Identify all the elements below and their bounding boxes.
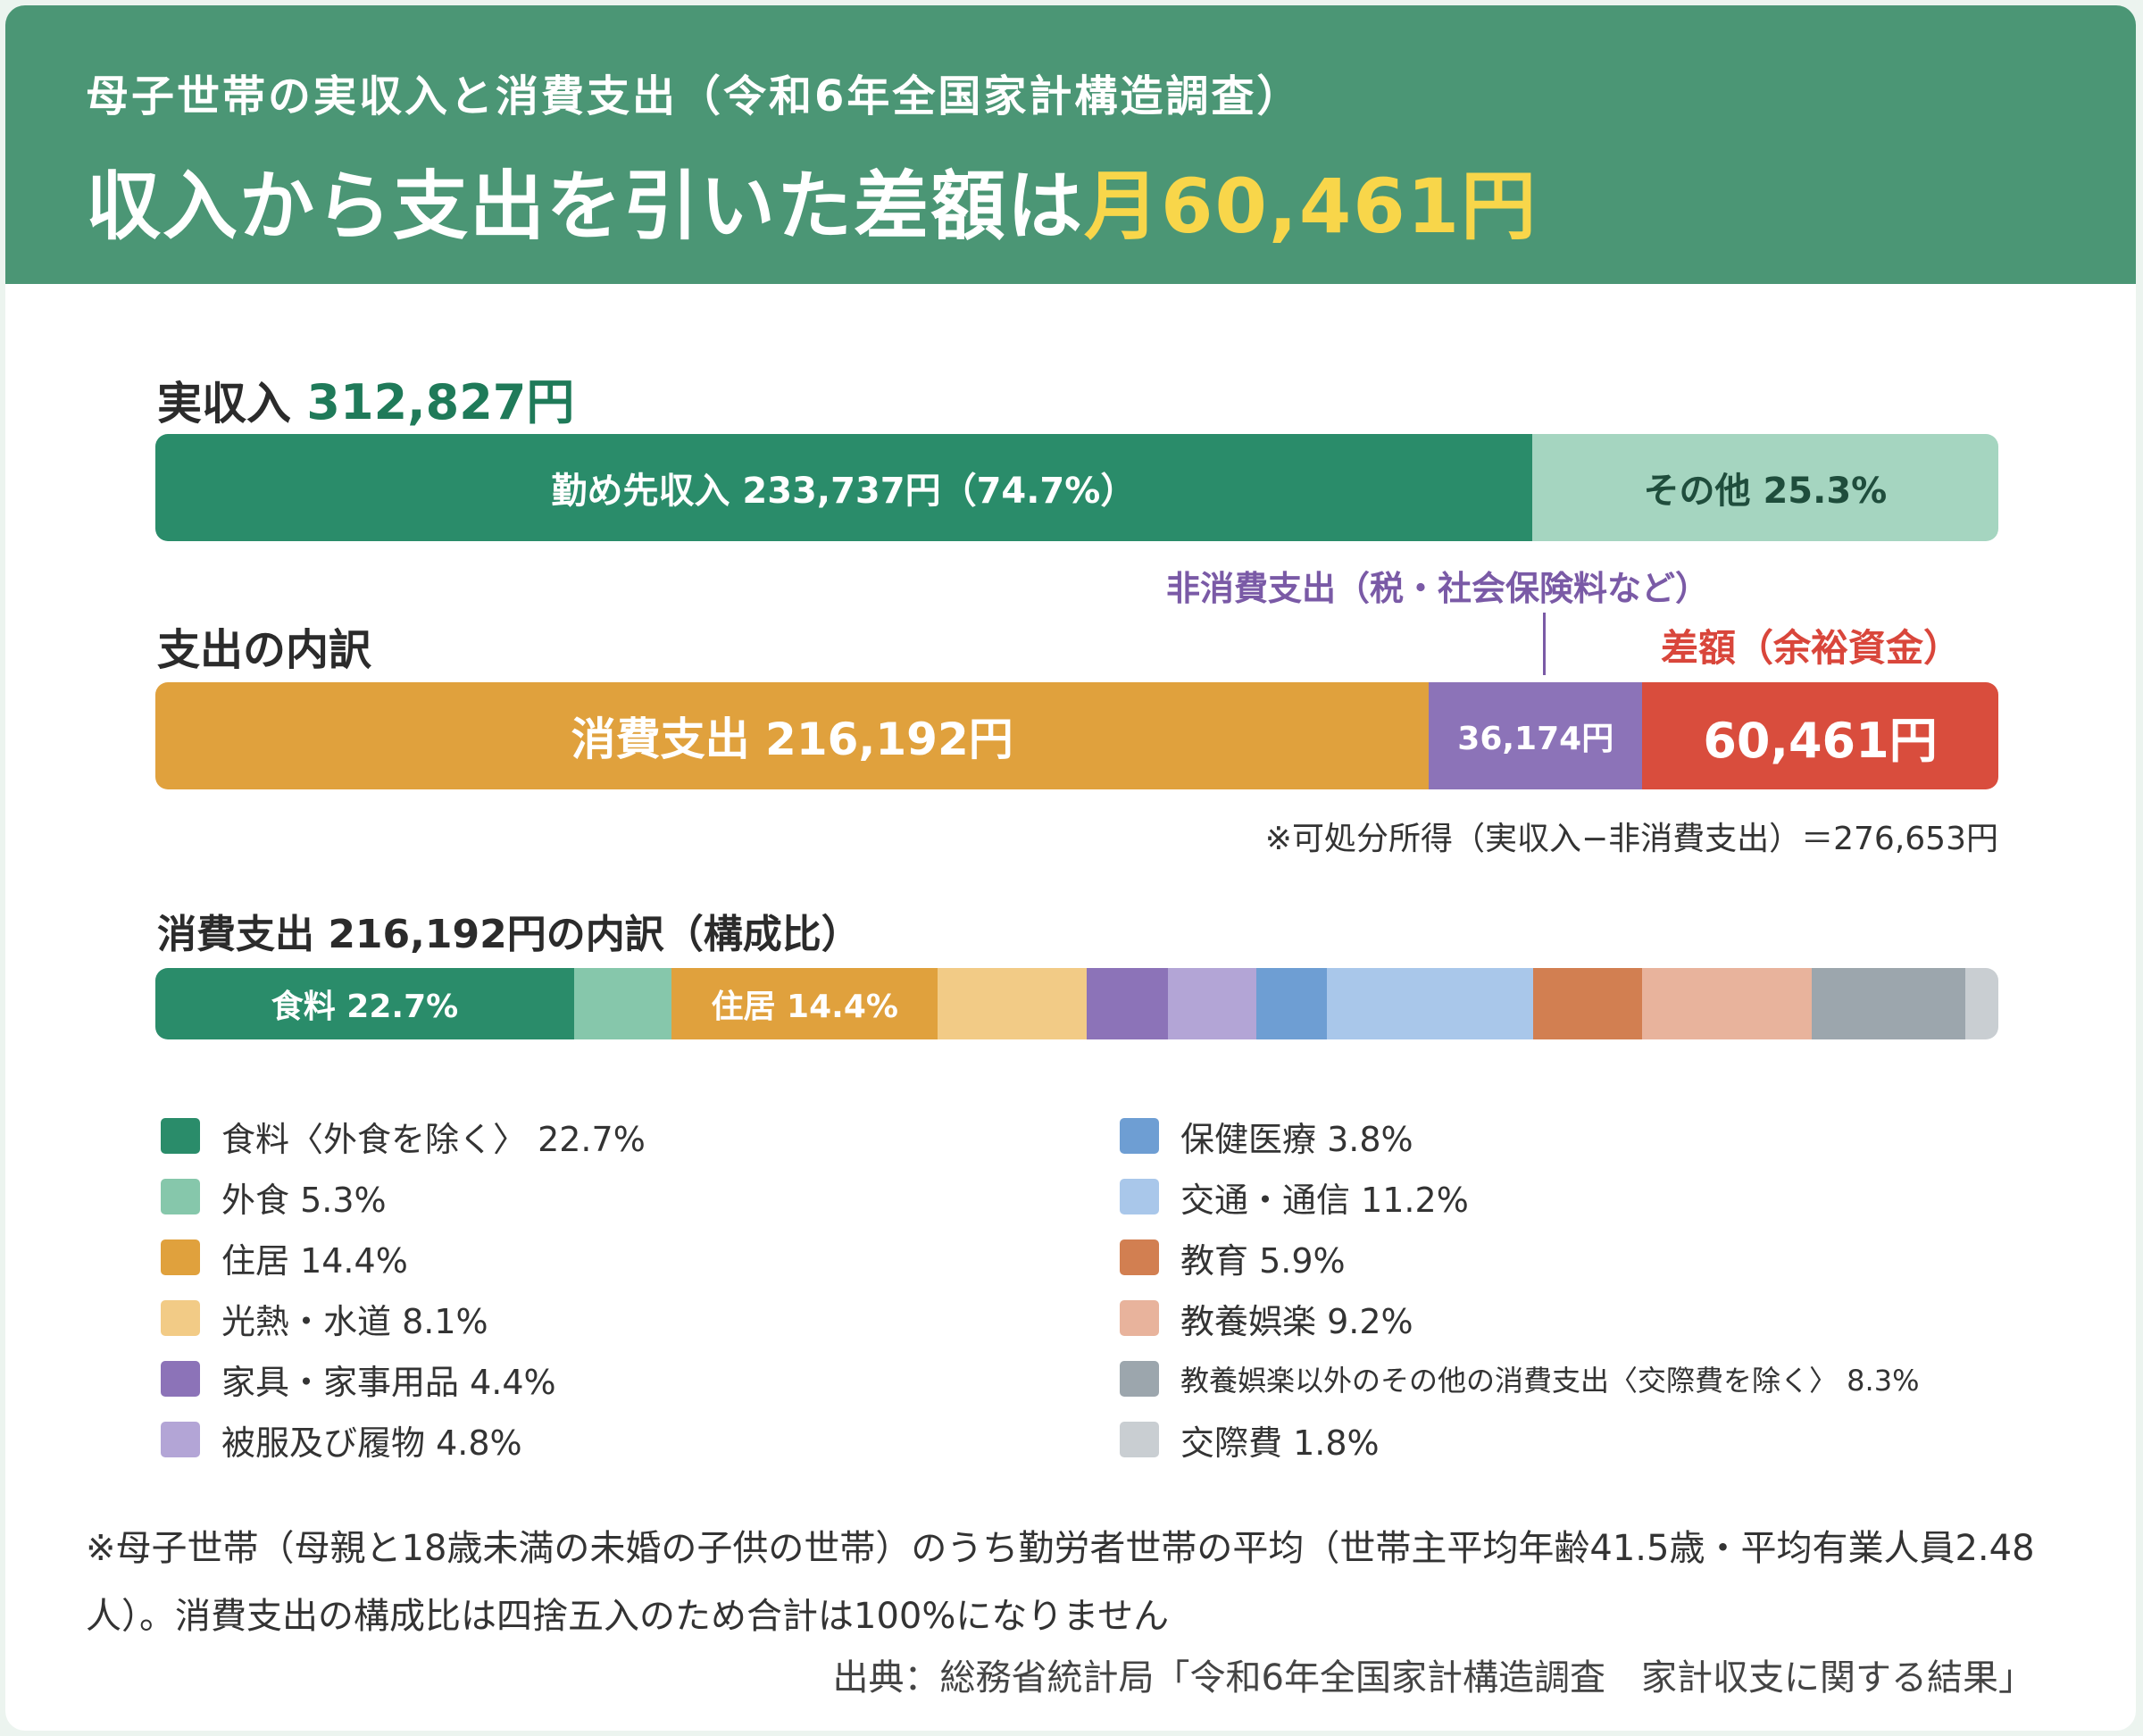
composition-segment-11 [1964, 968, 1998, 1039]
income-total: 312,827円 [306, 374, 575, 430]
composition-stacked-bar: 食料 22.7% 住居 14.4% [155, 968, 1998, 1039]
expense-segment-label: 36,174円 [1457, 721, 1614, 757]
composition-segment-1 [573, 968, 672, 1039]
composition-segment-0: 食料 22.7% [155, 968, 574, 1039]
legend-swatch [1120, 1361, 1159, 1397]
legend-label: 被服及び履物 4.8% [221, 1423, 522, 1463]
legend-item: 食料〈外食を除く〉 22.7% [161, 1106, 646, 1166]
legend-swatch [1120, 1422, 1159, 1457]
expense-breakdown-heading: 支出の内訳 [157, 625, 372, 675]
income-label: 実収入 [157, 378, 291, 430]
composition-segment-label: 食料 22.7% [271, 989, 459, 1025]
legend-label: 交際費 1.8% [1180, 1423, 1380, 1463]
disposable-income-note: ※可処分所得（実収入−非消費支出）＝276,653円 [1264, 821, 1998, 857]
header-banner: 母子世帯の実収入と消費支出（令和6年全国家計構造調査） 収入から支出を引いた差額… [5, 5, 2136, 284]
expense-segment-1: 36,174円 [1429, 682, 1643, 789]
legend-swatch [161, 1179, 200, 1214]
header-title-prefix: 収入から支出を引いた差額は [86, 163, 1085, 250]
legend-item: 教育 5.9% [1120, 1227, 1919, 1288]
composition-segment-6 [1256, 968, 1327, 1039]
legend-swatch [1120, 1239, 1159, 1275]
composition-segment-2: 住居 14.4% [671, 968, 938, 1039]
composition-segment-8 [1533, 968, 1643, 1039]
legend-item: 被服及び履物 4.8% [161, 1409, 646, 1470]
source-citation: 出典：総務省統計局「令和6年全国家計構造調査 家計収支に関する結果」 [832, 1657, 2034, 1698]
composition-segment-4 [1087, 968, 1169, 1039]
legend-swatch [161, 1361, 200, 1397]
composition-segment-7 [1326, 968, 1534, 1039]
legend-swatch [161, 1118, 200, 1154]
header-subtitle: 母子世帯の実収入と消費支出（令和6年全国家計構造調査） [86, 71, 1303, 121]
income-stacked-bar: 勤め先収入 233,737円（74.7%） その他 25.3% [155, 434, 1998, 541]
legend-swatch [161, 1422, 200, 1457]
expense-segment-label: 消費支出 216,192円 [571, 714, 1013, 765]
header-title: 収入から支出を引いた差額は月60,461円 [86, 146, 1538, 255]
income-segment-label: その他 25.3% [1643, 471, 1888, 512]
legend-item: 保健医療 3.8% [1120, 1106, 1919, 1166]
infographic-card: 母子世帯の実収入と消費支出（令和6年全国家計構造調査） 収入から支出を引いた差額… [5, 5, 2136, 1731]
composition-segment-label: 住居 14.4% [711, 989, 898, 1025]
legend-left-column: 食料〈外食を除く〉 22.7% 外食 5.3% 住居 14.4% 光熱・水道 8.1%… [161, 1106, 646, 1470]
footnote: ※母子世帯（母親と18歳未満の未婚の子供の世帯）のうち勤労者世帯の平均（世帯主平… [86, 1528, 2035, 1637]
legend-item: 交際費 1.8% [1120, 1409, 1919, 1470]
legend-right-column: 保健医療 3.8% 交通・通信 11.2% 教育 5.9% 教養娯楽 9.2% 教養娯楽… [1120, 1106, 1919, 1470]
legend-item: 住居 14.4% [161, 1227, 646, 1288]
non-consumption-callout: 非消費支出（税・社会保険料など） [1166, 569, 1710, 608]
expense-stacked-bar: 消費支出 216,192円 36,174円 60,461円 [155, 682, 1998, 789]
legend-label: 食料〈外食を除く〉 22.7% [221, 1119, 646, 1159]
income-segment-1: その他 25.3% [1531, 434, 1998, 541]
header-title-highlight: 月60,461円 [1084, 163, 1538, 250]
expense-segment-0: 消費支出 216,192円 [155, 682, 1430, 789]
composition-segment-9 [1642, 968, 1813, 1039]
legend-swatch [1120, 1118, 1159, 1154]
expense-segment-2: 60,461円 [1642, 682, 1998, 789]
expense-segment-label: 60,461円 [1703, 712, 1938, 769]
legend-swatch [161, 1300, 200, 1336]
legend-item: 外食 5.3% [161, 1166, 646, 1227]
legend-item: 教養娯楽 9.2% [1120, 1288, 1919, 1348]
legend-label: 教養娯楽 9.2% [1180, 1301, 1413, 1341]
legend-label: 教育 5.9% [1180, 1240, 1346, 1281]
legend-label: 保健医療 3.8% [1180, 1119, 1413, 1159]
legend-swatch [1120, 1179, 1159, 1214]
income-heading: 実収入 312,827円 [157, 363, 574, 433]
legend-label: 光熱・水道 8.1% [221, 1301, 488, 1341]
composition-title: 消費支出 216,192円の内訳（構成比） [157, 912, 861, 957]
composition-segment-10 [1812, 968, 1965, 1039]
legend-item: 交通・通信 11.2% [1120, 1166, 1919, 1227]
legend-item: 教養娯楽以外のその他の消費支出〈交際費を除く〉 8.3% [1120, 1348, 1919, 1409]
legend-label: 住居 14.4% [221, 1240, 408, 1281]
legend-label: 交通・通信 11.2% [1180, 1180, 1469, 1220]
legend-label: 家具・家事用品 4.4% [221, 1362, 556, 1402]
income-segment-0: 勤め先収入 233,737円（74.7%） [155, 434, 1532, 541]
legend-swatch [161, 1239, 200, 1275]
legend-item: 光熱・水道 8.1% [161, 1288, 646, 1348]
legend-item: 家具・家事用品 4.4% [161, 1348, 646, 1409]
non-consumption-callout-line [1543, 613, 1546, 675]
legend-swatch [1120, 1300, 1159, 1336]
legend-label: 教養娯楽以外のその他の消費支出〈交際費を除く〉 8.3% [1180, 1364, 1920, 1398]
legend-label: 外食 5.3% [221, 1180, 387, 1220]
surplus-callout: 差額（余裕資金） [1661, 626, 1962, 670]
income-segment-label: 勤め先収入 233,737円（74.7%） [551, 471, 1137, 512]
composition-segment-5 [1168, 968, 1257, 1039]
composition-segment-3 [937, 968, 1088, 1039]
